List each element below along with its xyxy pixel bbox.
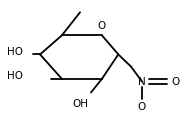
Text: O: O [171, 77, 179, 87]
Text: O: O [98, 21, 106, 31]
Text: OH: OH [72, 99, 88, 109]
Text: HO: HO [7, 47, 23, 57]
Text: HO: HO [7, 71, 23, 81]
Text: O: O [138, 102, 146, 112]
Text: N: N [138, 77, 146, 87]
